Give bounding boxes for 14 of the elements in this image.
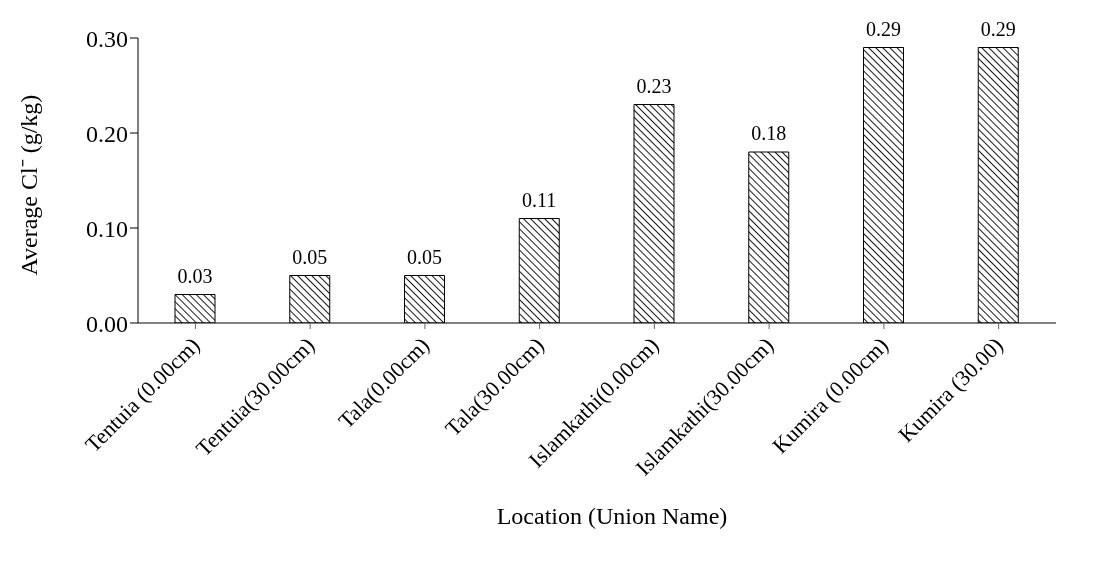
data-label: 0.29 — [980, 17, 1016, 40]
data-label: 0.29 — [866, 17, 901, 40]
x-axis-title: Location (Union Name) — [495, 503, 729, 530]
y-tick-label: 0.10 — [86, 215, 128, 242]
y-axis-title: Average Cl⁻ (g/kg) — [15, 94, 42, 276]
data-label: 0.05 — [407, 245, 442, 268]
y-tick-label: 0.20 — [86, 120, 128, 147]
y-tick-label: 0.00 — [86, 310, 128, 337]
data-label: 0.23 — [636, 74, 672, 97]
data-label: 0.11 — [522, 188, 557, 211]
data-label: 0.05 — [292, 245, 328, 268]
data-label: 0.18 — [751, 122, 787, 144]
y-tick-label: 0.30 — [86, 25, 128, 52]
data-label: 0.03 — [177, 264, 213, 287]
